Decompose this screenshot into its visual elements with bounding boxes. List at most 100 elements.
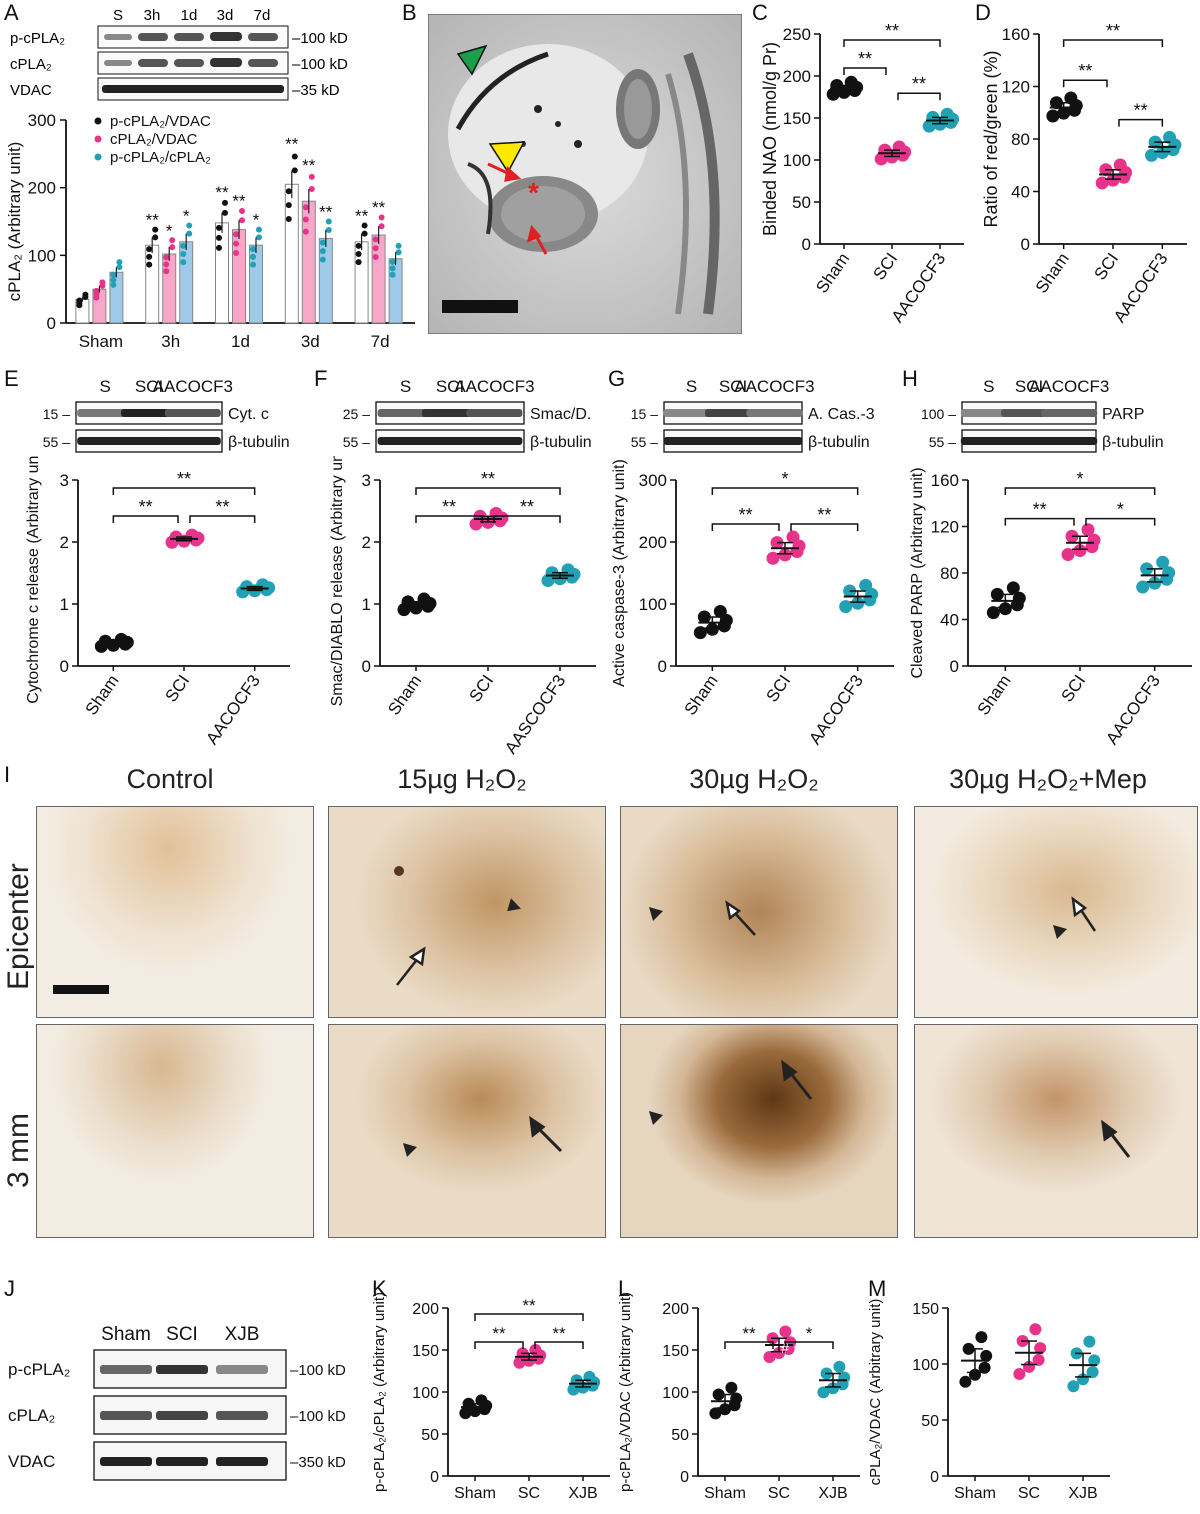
panel-b-em-image: * <box>428 14 742 334</box>
data-point <box>1081 523 1095 537</box>
significance-label: * <box>806 1324 813 1343</box>
y-axis-label: Ratio of red/green (%) <box>981 50 1001 227</box>
y-tick-label: 150 <box>412 1343 439 1360</box>
data-point <box>76 302 83 309</box>
data-point <box>216 244 222 251</box>
blot-size-label: –100 kD <box>290 1362 346 1379</box>
data-point <box>839 600 853 614</box>
data-point <box>239 207 245 214</box>
significance-label: ** <box>912 74 926 94</box>
significance-bracket <box>189 515 256 523</box>
significance-bracket <box>1085 517 1156 526</box>
legend-label: p-cPLA₂/VDAC <box>110 113 211 130</box>
y-tick-label: 0 <box>47 314 56 333</box>
x-tick-label: SCI <box>1090 249 1122 283</box>
blot-row-label: PARP <box>1102 406 1144 423</box>
data-point <box>1087 533 1101 547</box>
y-tick-label: 40 <box>1011 183 1030 202</box>
data-point <box>1032 1353 1045 1366</box>
y-tick-label: 150 <box>783 109 811 128</box>
data-point <box>308 186 315 193</box>
blot-lane-label: AACOCF3 <box>454 377 534 396</box>
panel-a-blot: S 3h 1d 3d 7d p-cPLA₂ cPLA₂ VDAC –100 kD… <box>10 7 348 101</box>
data-point <box>978 1361 991 1374</box>
blot-size-label: 55 – <box>343 434 370 450</box>
data-point <box>285 188 292 195</box>
significance-bracket <box>493 515 561 523</box>
y-axis-label: cPLA₂ (Arbitrary unit) <box>5 142 24 302</box>
blot-row-label: β-tubulin <box>530 434 592 451</box>
chart-m: 0 50 100 150 cPLA₂/VDAC (Arbitrary unit) Sham… <box>867 1299 1110 1502</box>
y-tick-label: 120 <box>931 518 959 537</box>
x-tick-label: SCI <box>869 249 901 283</box>
data-point <box>180 242 187 249</box>
y-axis-label: p-cPLA₂/cPLA₂ (Arbitrary unit) <box>371 1292 388 1492</box>
blot-band <box>156 1365 208 1374</box>
data-point <box>180 259 187 266</box>
data-point <box>116 264 123 271</box>
x-tick-label: Sham <box>384 671 425 718</box>
blot-lane-label: AACOCF3 <box>153 377 233 396</box>
data-point <box>998 602 1012 616</box>
y-tick-label: 50 <box>792 193 811 212</box>
data-point <box>1088 1354 1101 1367</box>
data-point <box>990 587 1004 601</box>
y-tick-label: 50 <box>421 1427 439 1444</box>
significance-label: ** <box>232 191 246 210</box>
blot-lane-label: AACOCF3 <box>734 377 814 396</box>
data-point <box>110 281 117 288</box>
significance-label: * <box>183 207 190 226</box>
chart-g: 0 100 200 300 Active caspase-3 (Arbitrary un… <box>611 459 894 748</box>
legend-marker <box>94 153 102 161</box>
data-point <box>216 224 222 231</box>
blot-lane-label: SCI <box>436 377 464 396</box>
data-point <box>389 265 396 272</box>
blot-lane-label: S <box>686 377 697 396</box>
data-point <box>180 250 187 257</box>
significance-label: ** <box>817 505 831 525</box>
blot-lane-label: XJB <box>225 1324 260 1345</box>
data-point <box>152 226 159 233</box>
x-tick-label: XJB <box>818 1485 847 1502</box>
y-tick-label: 0 <box>362 657 371 676</box>
arrowhead-icon <box>507 898 521 912</box>
data-point <box>93 294 100 301</box>
significance-label: ** <box>739 505 753 525</box>
blot-band <box>164 437 221 445</box>
significance-label: ** <box>1078 61 1092 81</box>
data-point <box>302 204 309 211</box>
data-point <box>285 215 292 222</box>
blot-band <box>100 1457 152 1466</box>
significance-label: ** <box>520 497 534 517</box>
blot-band <box>216 1457 268 1466</box>
data-point <box>93 287 100 294</box>
blot-size-label: –350 kD <box>290 1454 346 1471</box>
panel-letter-m: M <box>868 1276 887 1301</box>
blot-band <box>422 409 478 417</box>
blot-size-label: 100 – <box>921 406 956 422</box>
blot-lane-label: SCI <box>135 377 163 396</box>
panel-letter-f: F <box>314 366 328 391</box>
blot-size-label: –35 kD <box>292 82 340 99</box>
data-point <box>959 1375 972 1388</box>
arrowhead-icon <box>403 1143 417 1157</box>
blot-row-label: cPLA₂ <box>10 56 52 73</box>
significance-label: ** <box>146 211 160 230</box>
data-point <box>534 1349 547 1362</box>
data-point <box>986 606 1000 620</box>
y-tick-label: 2 <box>60 533 69 552</box>
y-tick-label: 200 <box>662 1301 689 1318</box>
row-title-3mm: 3 mm <box>2 1113 35 1188</box>
data-point <box>1073 544 1087 558</box>
significance-bracket <box>897 92 941 101</box>
panel-letter-g: G <box>608 366 626 391</box>
green-arrowhead-icon <box>456 44 488 76</box>
y-tick-label: 100 <box>783 151 811 170</box>
x-tick-label: AACOCF3 <box>805 671 867 748</box>
data-point <box>395 242 402 249</box>
data-point <box>975 1331 988 1344</box>
significance-label: * <box>781 469 788 489</box>
data-point <box>817 1386 830 1399</box>
